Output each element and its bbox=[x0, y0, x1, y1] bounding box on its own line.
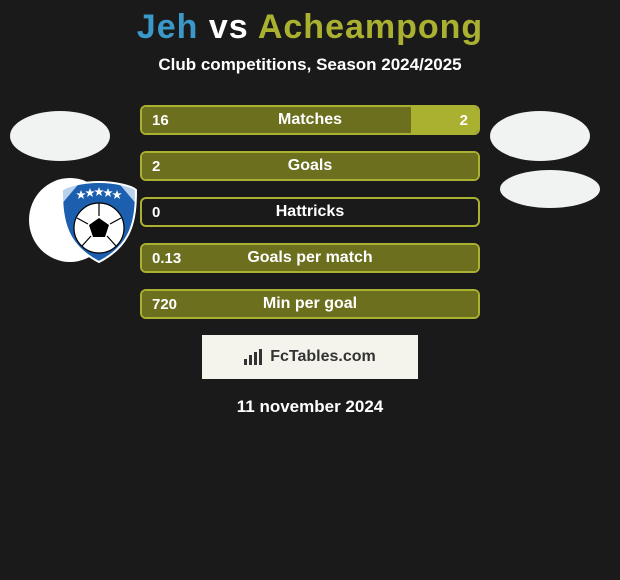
stat-label: Matches bbox=[142, 107, 478, 133]
stat-label: Goals bbox=[142, 153, 478, 179]
brand-badge[interactable]: FcTables.com bbox=[202, 335, 418, 379]
stat-row: 2Goals bbox=[140, 151, 480, 181]
stat-row: 0Hattricks bbox=[140, 197, 480, 227]
stat-label: Min per goal bbox=[142, 291, 478, 317]
page-title: Jeh vs Acheampong bbox=[0, 0, 620, 47]
stat-row: 720Min per goal bbox=[140, 289, 480, 319]
stat-row: 162Matches bbox=[140, 105, 480, 135]
stat-row: 0.13Goals per match bbox=[140, 243, 480, 273]
stat-label: Hattricks bbox=[142, 199, 478, 225]
bar-chart-icon bbox=[244, 349, 264, 365]
date-text: 11 november 2024 bbox=[0, 397, 620, 417]
subtitle: Club competitions, Season 2024/2025 bbox=[0, 55, 620, 75]
stats-container: 162Matches 2Goals 0Hattricks 0.13Goals per … bbox=[140, 105, 480, 319]
stat-label: Goals per match bbox=[142, 245, 478, 271]
title-player-left: Jeh bbox=[137, 8, 199, 46]
title-vs: vs bbox=[198, 8, 257, 46]
title-player-right: Acheampong bbox=[258, 8, 483, 46]
brand-text: FcTables.com bbox=[270, 348, 376, 366]
